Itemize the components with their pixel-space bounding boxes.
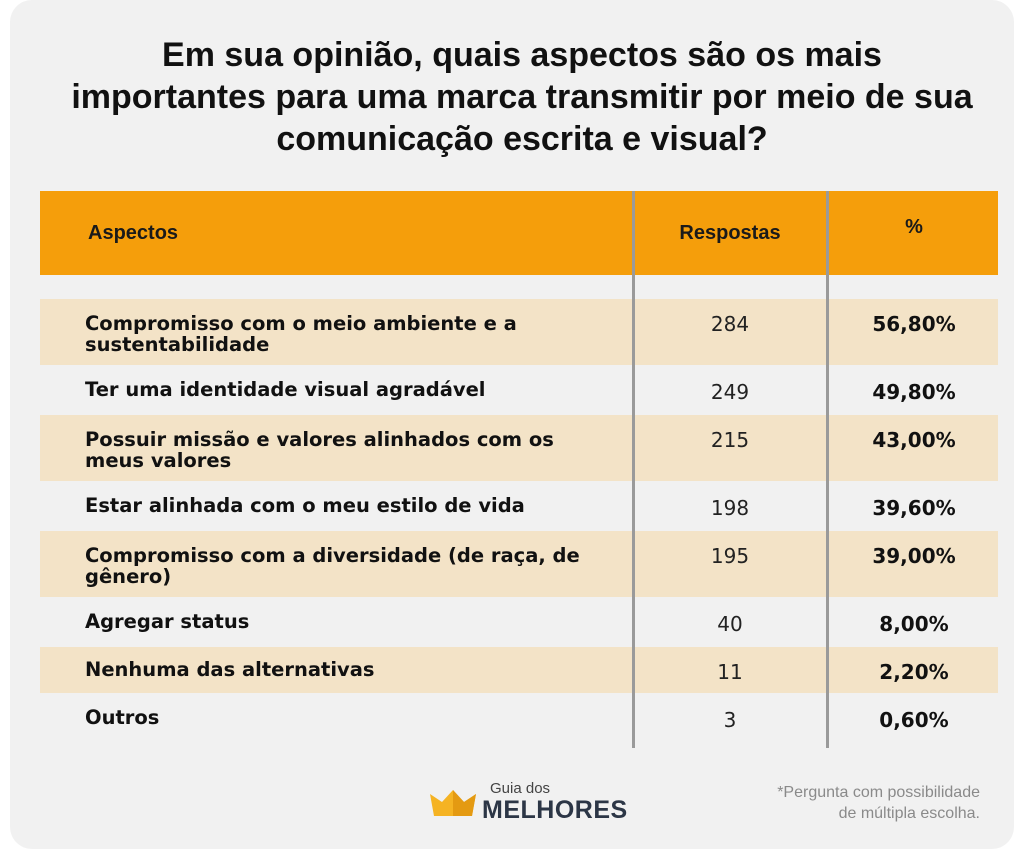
row-aspecto: Compromisso com a diversidade (de raça, … (85, 544, 580, 588)
row-aspecto: Ter uma identidade visual agradável (85, 378, 486, 401)
header-aspectos: Aspectos (88, 221, 179, 244)
table-row: Nenhuma das alternativas 11 2,20% (40, 647, 998, 693)
row-respostas: 215 (710, 428, 750, 452)
guia-dos-melhores-logo: Guia dos MELHORES (428, 778, 648, 828)
row-percent: 49,80% (872, 380, 956, 404)
table-row: Compromisso com a diversidade (de raça, … (40, 531, 998, 597)
row-respostas: 40 (717, 612, 743, 636)
row-respostas: 249 (710, 380, 750, 404)
table-header: Aspectos Respostas % (40, 191, 998, 275)
table-row: Ter uma identidade visual agradável 249 49… (40, 367, 998, 413)
row-percent: 0,60% (879, 708, 949, 732)
row-aspecto: Agregar status (85, 610, 250, 633)
logo-big-text: MELHORES (482, 796, 628, 824)
header-respostas: Respostas (679, 221, 781, 244)
row-aspecto: Possuir missão e valores alinhados com o… (85, 428, 554, 472)
table-row: Outros 3 0,60% (40, 695, 998, 741)
chart-title: Em sua opinião, quais aspectos são os ma… (71, 36, 973, 158)
row-aspecto: Estar alinhada com o meu estilo de vida (85, 494, 525, 517)
footnote-line-1: *Pergunta com possibilidade (777, 784, 980, 801)
row-aspecto: Nenhuma das alternativas (85, 658, 375, 681)
footnote-line-2: de múltipla escolha. (838, 805, 980, 822)
table-row: Estar alinhada com o meu estilo de vida 1… (40, 483, 998, 529)
row-respostas: 195 (710, 544, 750, 568)
row-percent: 39,00% (872, 544, 956, 568)
table-row: Possuir missão e valores alinhados com o… (40, 415, 998, 481)
column-divider-1 (632, 191, 635, 748)
row-respostas: 198 (710, 496, 750, 520)
row-respostas: 3 (723, 708, 737, 732)
row-percent: 56,80% (872, 312, 956, 336)
row-percent: 2,20% (879, 660, 949, 684)
row-respostas: 284 (710, 312, 750, 336)
table-row: Compromisso com o meio ambiente e a sust… (40, 299, 998, 365)
row-aspecto: Outros (85, 706, 160, 729)
row-percent: 43,00% (872, 428, 956, 452)
row-respostas: 11 (717, 660, 743, 684)
footnote: *Pergunta com possibilidade de múltipla … (777, 782, 980, 824)
header-percent: % (905, 215, 923, 238)
logo-small-text: Guia dos (490, 780, 551, 797)
column-divider-2 (826, 191, 829, 748)
crown-icon (430, 790, 476, 816)
table-row: Agregar status 40 8,00% (40, 599, 998, 645)
infographic-card: Em sua opinião, quais aspectos são os ma… (10, 0, 1014, 849)
row-aspecto: Compromisso com o meio ambiente e a sust… (85, 312, 517, 356)
row-percent: 39,60% (872, 496, 956, 520)
row-percent: 8,00% (879, 612, 949, 636)
